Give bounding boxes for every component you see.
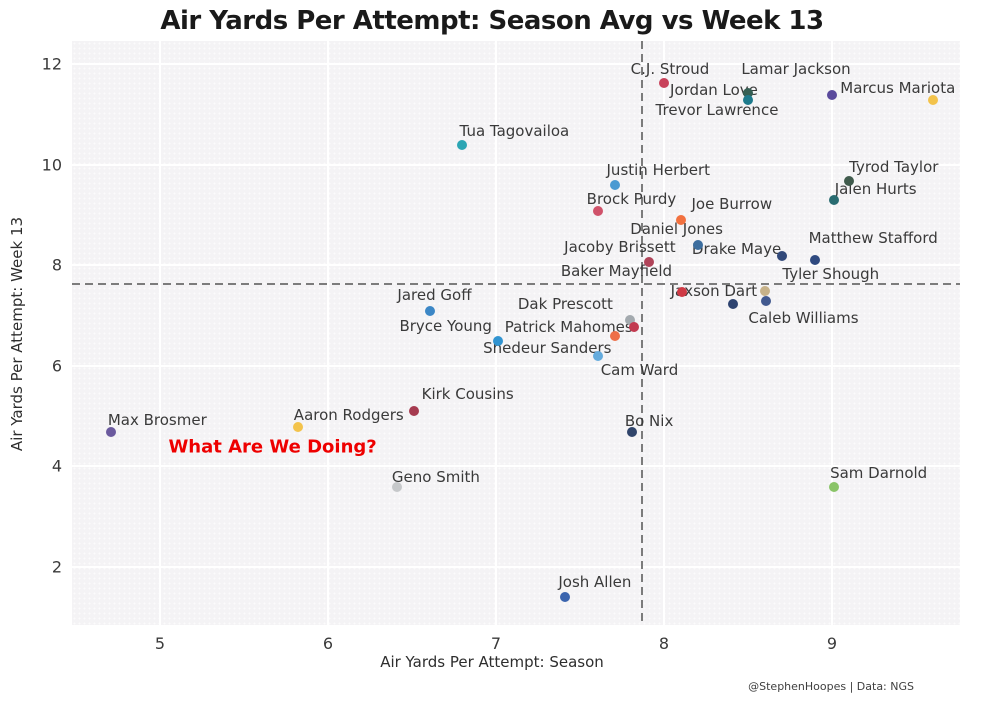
y-tick-label: 4 bbox=[51, 456, 62, 476]
player-label: Jacoby Brissett bbox=[564, 238, 676, 257]
player-label: Baker Mayfield bbox=[560, 261, 673, 280]
data-point-dak-prescott bbox=[625, 314, 636, 325]
player-label: Josh Allen bbox=[558, 573, 632, 592]
x-gridline bbox=[830, 41, 833, 625]
x-gridline bbox=[495, 41, 497, 625]
y-gridline bbox=[72, 264, 960, 267]
player-label: Bo Nix bbox=[624, 411, 674, 430]
data-point-drake-maye bbox=[776, 251, 787, 262]
chart-title: Air Yards Per Attempt: Season Avg vs Wee… bbox=[160, 6, 824, 36]
plot-area: C.J. Stroud Jordan Love Trevor Lawrence Lam… bbox=[72, 41, 960, 625]
x-gridline bbox=[327, 41, 330, 625]
player-label: Brock Purdy bbox=[586, 189, 677, 208]
y-tick-label: 6 bbox=[51, 356, 62, 376]
data-point-bryce-young bbox=[492, 336, 503, 347]
data-point-trevor-lawrence bbox=[742, 94, 753, 105]
data-point-baker-mayfield bbox=[677, 286, 688, 297]
x-axis-title: Air Yards Per Attempt: Season bbox=[380, 653, 604, 671]
player-label: Caleb Williams bbox=[748, 308, 859, 327]
data-point-daniel-jones bbox=[692, 240, 703, 251]
x-tick-label: 7 bbox=[490, 634, 502, 653]
player-label: Tua Tagovailoa bbox=[459, 122, 570, 141]
annotation-what-are-we-doing: What Are We Doing? bbox=[168, 436, 377, 458]
x-tick-label: 8 bbox=[658, 634, 670, 653]
data-point-josh-allen bbox=[559, 592, 570, 603]
player-label: Jaxson Dart bbox=[670, 281, 758, 300]
season-average-line bbox=[641, 41, 644, 625]
data-point-joe-burrow bbox=[675, 214, 686, 225]
data-point-caleb-williams bbox=[761, 295, 772, 306]
y-axis-title: Air Yards Per Attempt: Week 13 bbox=[8, 216, 26, 452]
player-label: Aaron Rodgers bbox=[293, 405, 404, 424]
player-label: Jalen Hurts bbox=[834, 179, 917, 198]
data-point-bo-nix bbox=[627, 426, 638, 437]
y-tick-label: 12 bbox=[41, 54, 62, 74]
player-label: Daniel Jones bbox=[630, 220, 723, 239]
data-point-jared-goff bbox=[425, 305, 436, 316]
y-gridline bbox=[72, 163, 960, 166]
player-label: Tyrod Taylor bbox=[849, 157, 939, 176]
player-label: C.J. Stroud bbox=[630, 59, 710, 78]
data-point-lamar-jackson bbox=[826, 89, 837, 100]
player-label: Patrick Mahomes bbox=[504, 317, 633, 336]
data-point-tua-tagovailoa bbox=[457, 140, 468, 151]
y-gridline bbox=[72, 63, 960, 66]
player-label: Jared Goff bbox=[397, 285, 472, 304]
data-point-matthew-stafford bbox=[810, 255, 821, 266]
data-point-jaxson-dart bbox=[727, 298, 738, 309]
player-label: Justin Herbert bbox=[606, 160, 711, 179]
player-label: Trevor Lawrence bbox=[655, 100, 779, 119]
data-point-max-brosmer bbox=[106, 426, 117, 437]
y-tick-label: 10 bbox=[41, 155, 62, 175]
player-label: Cam Ward bbox=[600, 361, 679, 380]
data-point-cam-ward bbox=[593, 351, 604, 362]
data-point-brock-purdy bbox=[593, 205, 604, 216]
data-point-sam-darnold bbox=[828, 482, 839, 493]
player-label: Lamar Jackson bbox=[741, 59, 851, 78]
attribution-text: @StephenHoopes | Data: NGS bbox=[748, 680, 914, 693]
player-label: Max Brosmer bbox=[107, 410, 207, 429]
x-gridline bbox=[663, 41, 665, 625]
player-label: Jordan Love bbox=[670, 80, 758, 99]
data-point-kirk-cousins bbox=[408, 405, 419, 416]
x-tick-label: 6 bbox=[322, 634, 334, 653]
y-gridline bbox=[72, 565, 960, 568]
data-point-tyrod-taylor bbox=[843, 175, 854, 186]
data-point-jacoby-brissett bbox=[643, 257, 654, 268]
player-label: Tyler Shough bbox=[782, 264, 880, 283]
player-label: Joe Burrow bbox=[691, 194, 773, 213]
y-gridline bbox=[72, 465, 960, 468]
player-label: Shedeur Sanders bbox=[483, 339, 612, 357]
y-gridline bbox=[72, 364, 960, 367]
data-point-jalen-hurts bbox=[828, 194, 839, 205]
player-label: Drake Maye bbox=[691, 240, 782, 259]
data-point-aaron-rodgers bbox=[292, 421, 303, 432]
data-point-marcus-mariota bbox=[927, 94, 938, 105]
data-point-tyler-shough bbox=[759, 285, 770, 296]
data-point-geno-smith bbox=[391, 482, 402, 493]
x-tick-label: 9 bbox=[826, 634, 838, 653]
data-point-jordan-love bbox=[742, 87, 753, 98]
player-label: Marcus Mariota bbox=[840, 78, 956, 97]
x-tick-label: 5 bbox=[154, 634, 166, 653]
player-label: Dak Prescott bbox=[517, 294, 613, 313]
x-gridline bbox=[159, 41, 162, 625]
player-label: Kirk Cousins bbox=[421, 384, 514, 403]
player-label: Bryce Young bbox=[399, 317, 492, 336]
data-point-shedeur-sanders bbox=[610, 331, 621, 341]
data-point-justin-herbert bbox=[610, 179, 621, 190]
player-label: Matthew Stafford bbox=[808, 229, 938, 248]
y-tick-label: 8 bbox=[51, 255, 62, 275]
player-label: Sam Darnold bbox=[830, 464, 928, 483]
y-tick-label: 2 bbox=[51, 557, 62, 577]
data-point-patrick-mahomes bbox=[628, 321, 639, 332]
data-point-c-j-stroud bbox=[659, 77, 669, 88]
week13-average-line bbox=[72, 282, 960, 285]
player-label: Geno Smith bbox=[391, 468, 480, 487]
